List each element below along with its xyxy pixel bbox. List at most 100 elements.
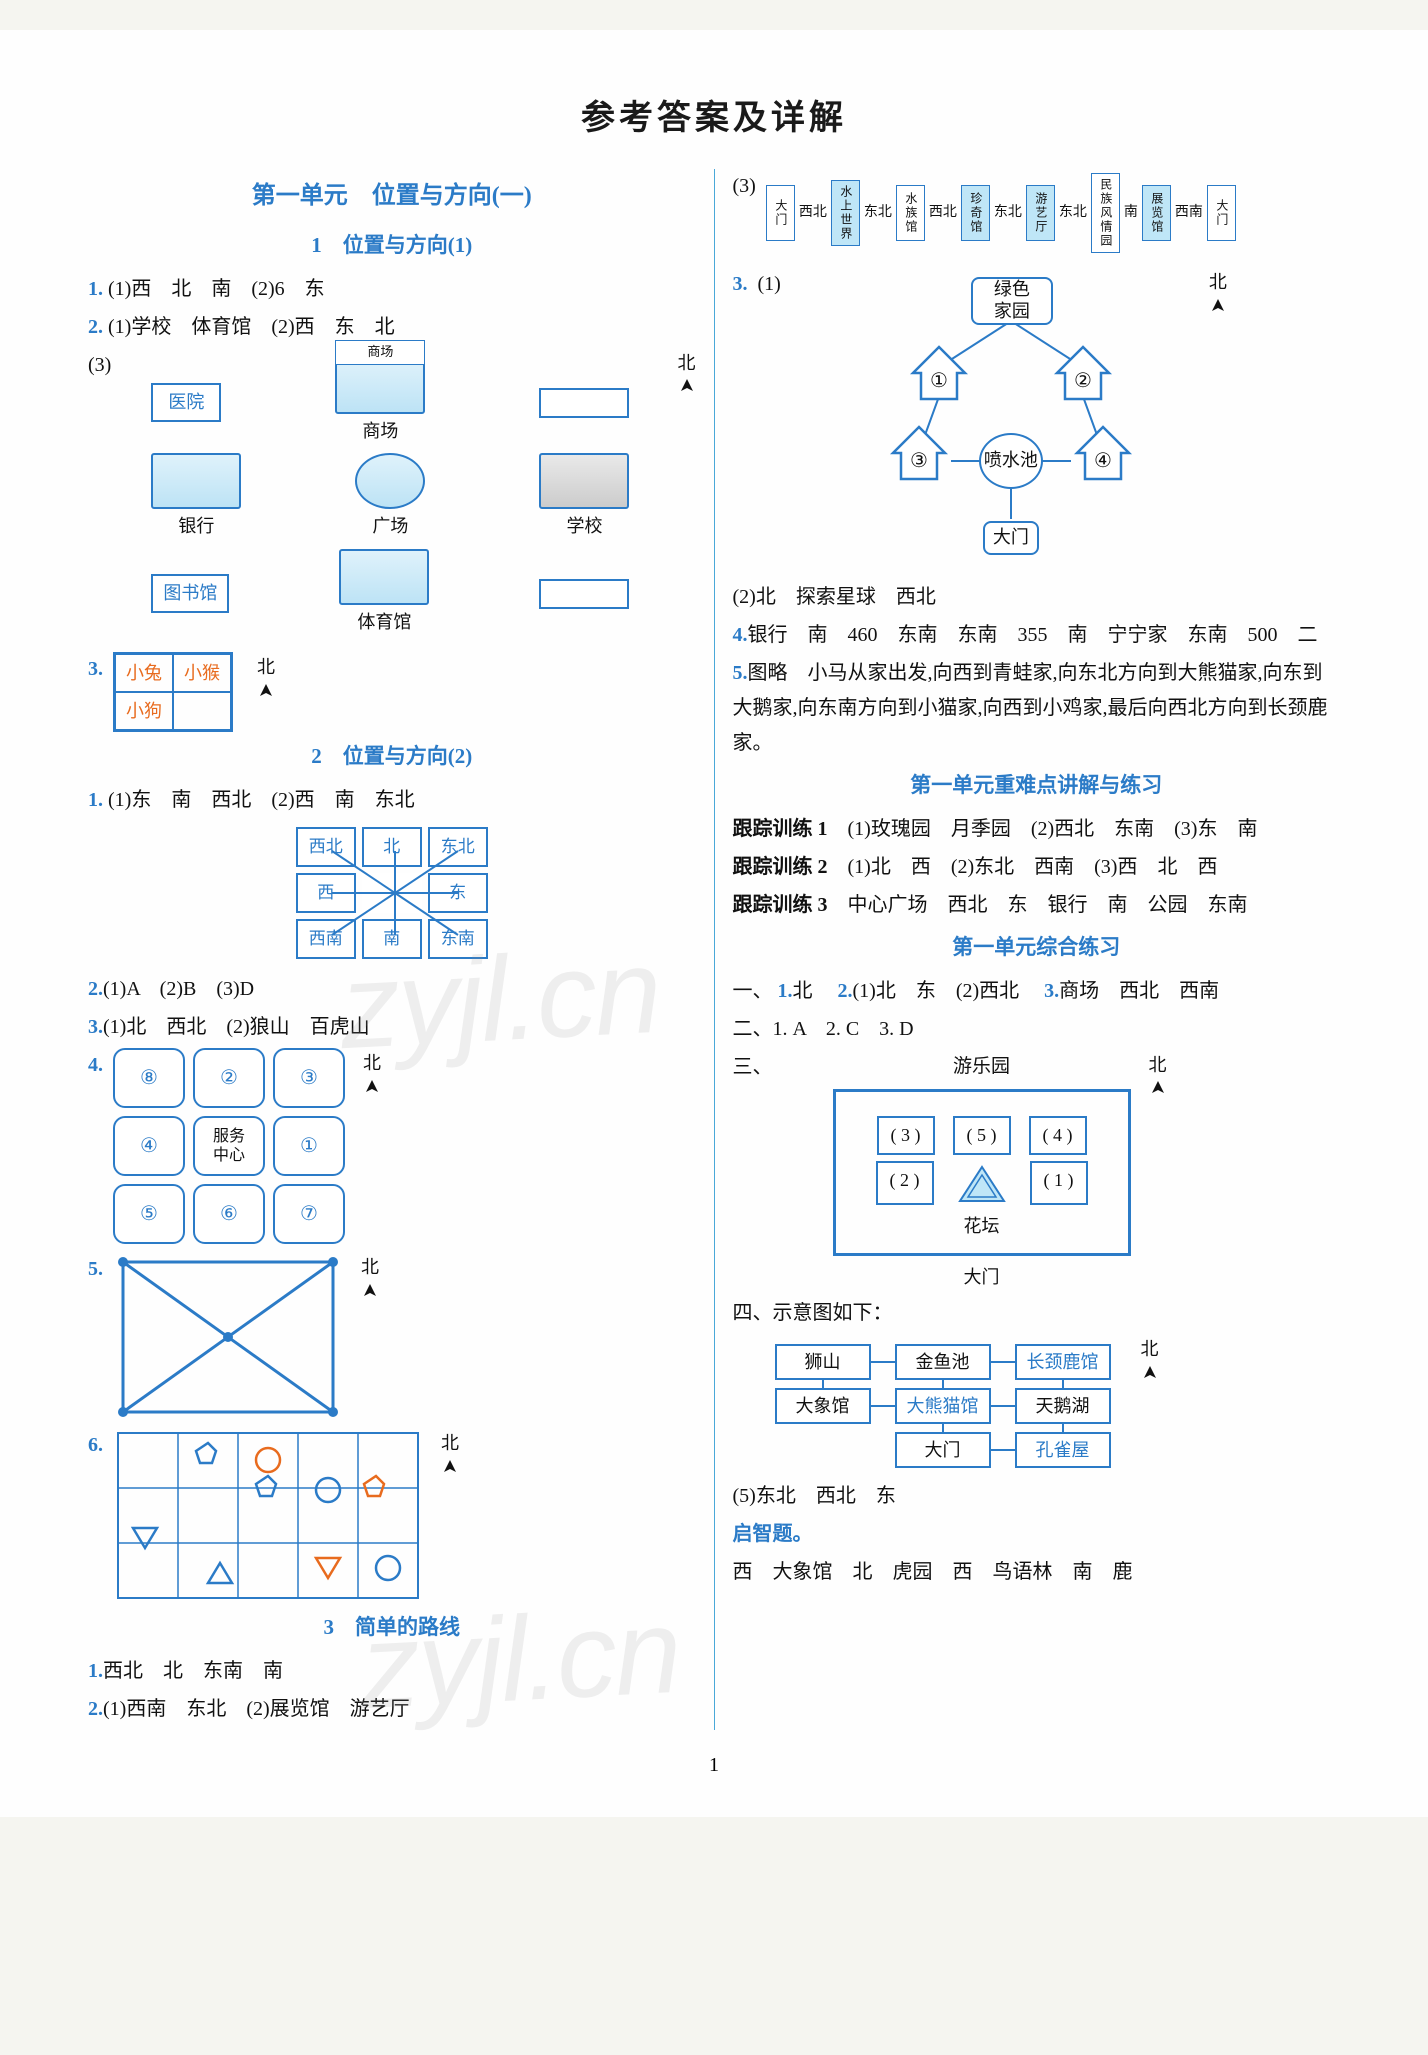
s2q3: 3.(1)北 西北 (2)狼山 百虎山 bbox=[88, 1010, 696, 1045]
library-box: 图书馆 bbox=[151, 574, 229, 614]
compass-nw: 西北 bbox=[296, 827, 356, 867]
amuse-title: 游乐园 bbox=[833, 1050, 1131, 1083]
zoo-1: 金鱼池 bbox=[895, 1344, 991, 1380]
house-2: ② bbox=[1053, 343, 1113, 403]
pb-7: ⑥ bbox=[193, 1184, 265, 1244]
q1-text: (1)西 北 南 (2)6 东 bbox=[108, 278, 325, 300]
plaza-cell: 广场 bbox=[355, 453, 425, 543]
park-diagram: 绿色 家园 ① ② ③ ④ 喷水池 大门 bbox=[831, 271, 1191, 571]
gym-icon bbox=[339, 549, 429, 605]
hard-heading: 第一单元重难点讲解与练习 bbox=[733, 767, 1341, 804]
map-row-1: 医院 商场 商场 bbox=[121, 358, 659, 448]
p3-2: (2)北 探索星球 西北 bbox=[733, 580, 1341, 615]
market-label: 商场 bbox=[362, 416, 398, 448]
q3-wrap: 3. 小兔 小猴 小狗 北 bbox=[88, 652, 696, 732]
strip-dir: 西北 bbox=[799, 201, 827, 226]
compass-mid bbox=[362, 873, 422, 913]
amuse-r2c1: ( 2 ) bbox=[876, 1161, 934, 1205]
compass-sw: 西南 bbox=[296, 919, 356, 959]
house-4: ④ bbox=[1073, 423, 1133, 483]
zoo-5: 天鹅湖 bbox=[1015, 1388, 1111, 1424]
compass-w: 西 bbox=[296, 873, 356, 913]
q5-diagram bbox=[113, 1252, 343, 1422]
pb-6: ⑤ bbox=[113, 1184, 185, 1244]
section-1-heading: 1 位置与方向(1) bbox=[88, 227, 696, 264]
column-left: 第一单元 位置与方向(一) 1 位置与方向(1) 1. (1)西 北 南 (2)… bbox=[70, 169, 715, 1730]
c1: 一、 1.北 2.(1)北 东 (2)西北 3.商场 西北 西南 bbox=[733, 974, 1341, 1009]
s2q4-wrap: 4. ⑧ ② ③ ④ 服务 中心 ① ⑤ ⑥ ⑦ 北 bbox=[88, 1048, 696, 1244]
s2q6-wrap: 6. bbox=[88, 1428, 696, 1603]
market-cell: 商场 商场 bbox=[335, 358, 425, 448]
q1: 1. (1)西 北 南 (2)6 东 bbox=[88, 272, 696, 307]
strip-box: 水上世界 bbox=[831, 180, 860, 246]
q2-line2-wrap: (3) 医院 商场 商场 银行 bbox=[88, 348, 696, 653]
strip-dir: 东北 bbox=[994, 201, 1022, 226]
park-top: 绿色 家园 bbox=[971, 277, 1053, 325]
map-row-3: 图书馆 体育馆 bbox=[121, 549, 659, 639]
q3-num: 3. bbox=[88, 652, 103, 687]
q3-cell-2: 小狗 bbox=[115, 692, 173, 730]
strip-dir: 西南 bbox=[1175, 201, 1203, 226]
pb-4: 服务 中心 bbox=[193, 1116, 265, 1176]
pb-5: ① bbox=[273, 1116, 345, 1176]
column-right: (3) 大门西北水上世界东北水族馆西北珍奇馆东北游艺厅东北民族风情园南展览馆西南… bbox=[715, 169, 1359, 1730]
s2q1: 1. (1)东 南 西北 (2)西 南 东北 bbox=[88, 783, 696, 818]
hospital-box: 医院 bbox=[151, 383, 221, 423]
north-indicator-2: 北 bbox=[257, 652, 275, 702]
r-q3-strip-wrap: (3) 大门西北水上世界东北水族馆西北珍奇馆东北游艺厅东北民族风情园南展览馆西南… bbox=[733, 169, 1341, 267]
q3-cell-1: 小猴 bbox=[173, 654, 231, 692]
north-indicator-4: 北 bbox=[361, 1252, 379, 1302]
r-p3-wrap: 3. (1) 绿色 家园 ① ② ③ ④ bbox=[733, 267, 1341, 577]
pb-8: ⑦ bbox=[273, 1184, 345, 1244]
north-indicator-7: 北 bbox=[1149, 1050, 1167, 1100]
bank-icon bbox=[151, 453, 241, 509]
amuse-r1c2: ( 5 ) bbox=[953, 1116, 1011, 1156]
strip-box: 展览馆 bbox=[1142, 185, 1171, 241]
compass-diagram: 西北 北 东北 西 东 西南 南 东南 bbox=[296, 827, 488, 959]
house-3: ③ bbox=[889, 423, 949, 483]
zoo-8: 孔雀屋 bbox=[1015, 1432, 1111, 1468]
amuse-gate: 大门 bbox=[833, 1262, 1131, 1294]
svg-text:④: ④ bbox=[1094, 450, 1112, 472]
north-indicator-3: 北 bbox=[363, 1048, 381, 1098]
phone-grid: ⑧ ② ③ ④ 服务 中心 ① ⑤ ⑥ ⑦ bbox=[113, 1048, 345, 1244]
amuse-r1c3: ( 4 ) bbox=[1029, 1116, 1087, 1156]
north-indicator-6: 北 bbox=[1209, 267, 1227, 317]
strip-box: 游艺厅 bbox=[1026, 185, 1055, 241]
amuse-r2c3: ( 1 ) bbox=[1030, 1161, 1088, 1205]
page: 参考答案及详解 第一单元 位置与方向(一) 1 位置与方向(1) 1. (1)西… bbox=[0, 30, 1428, 1817]
house-1: ① bbox=[909, 343, 969, 403]
strip-box: 民族风情园 bbox=[1091, 173, 1120, 253]
flower-icon bbox=[952, 1161, 1012, 1205]
track3: 跟踪训练 3 中心广场 西北 东 银行 南 公园 东南 bbox=[733, 888, 1341, 923]
zoo-0: 狮山 bbox=[775, 1344, 871, 1380]
svg-text:③: ③ bbox=[910, 450, 928, 472]
amuse-diagram: ( 3 ) ( 5 ) ( 4 ) ( 2 ) ( 1 ) 花坛 bbox=[833, 1089, 1131, 1256]
section-2-heading: 2 位置与方向(2) bbox=[88, 738, 696, 775]
track2: 跟踪训练 2 (1)北 西 (2)东北 西南 (3)西 北 西 bbox=[733, 850, 1341, 885]
strip-box: 珍奇馆 bbox=[961, 185, 990, 241]
park-gate: 大门 bbox=[983, 521, 1039, 555]
amuse-block: 游乐园 ( 3 ) ( 5 ) ( 4 ) ( 2 ) ( 1 ) 花坛 bbox=[783, 1050, 1131, 1294]
q2-text: (1)学校 体育馆 (2)西 东 北 bbox=[108, 316, 395, 338]
zoo-2: 长颈鹿馆 bbox=[1015, 1344, 1111, 1380]
r-q3-label: (3) bbox=[733, 169, 756, 204]
s3q2: 2.(1)西南 东北 (2)展览馆 游艺厅 bbox=[88, 1692, 696, 1727]
strip-dir: 西北 bbox=[929, 201, 957, 226]
page-title: 参考答案及详解 bbox=[70, 90, 1358, 139]
comp-heading: 第一单元综合练习 bbox=[733, 929, 1341, 966]
svg-text:②: ② bbox=[1074, 370, 1092, 392]
s3q1: 1.西北 北 东南 南 bbox=[88, 1654, 696, 1689]
q3-cell-0: 小兔 bbox=[115, 654, 173, 692]
zoo-3: 大象馆 bbox=[775, 1388, 871, 1424]
bank-cell: 银行 bbox=[151, 453, 241, 543]
strip-dir: 东北 bbox=[1059, 201, 1087, 226]
zoo-diagram: 狮山 金鱼池 长颈鹿馆 大象馆 大熊猫馆 天鹅湖 大门 孔雀屋 bbox=[763, 1340, 1123, 1472]
route-strip: 大门西北水上世界东北水族馆西北珍奇馆东北游艺厅东北民族风情园南展览馆西南大门 bbox=[766, 173, 1236, 253]
zoo-wrap: 狮山 金鱼池 长颈鹿馆 大象馆 大熊猫馆 天鹅湖 大门 孔雀屋 北 bbox=[733, 1334, 1341, 1476]
q6-grid bbox=[113, 1428, 423, 1603]
pb-3: ④ bbox=[113, 1116, 185, 1176]
gym-cell: 体育馆 bbox=[339, 549, 429, 639]
c5: (5)东北 西北 东 bbox=[733, 1479, 1341, 1514]
zoo-4: 大熊猫馆 bbox=[895, 1388, 991, 1424]
